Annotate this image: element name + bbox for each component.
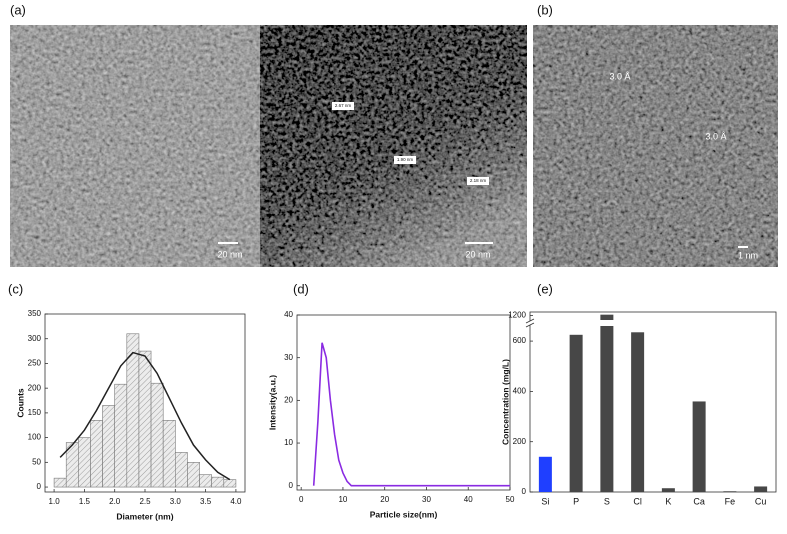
panel-label: (b) (537, 2, 553, 17)
size-label: 2.67 nm (335, 103, 352, 108)
axis-break-mark (525, 322, 535, 328)
bar-segment (600, 314, 614, 320)
x-tick-label: 50 (506, 495, 515, 504)
histogram-bar (162, 420, 176, 488)
histogram-bar (187, 462, 200, 488)
size-label: 1.90 nm (397, 157, 414, 162)
histogram-bar (78, 437, 91, 488)
y-axis-title: Concentration (mg/L) (500, 359, 510, 445)
tem-image-right (260, 25, 527, 267)
hrtem-image (533, 25, 778, 267)
axis-break-mark (525, 318, 535, 324)
label-box (332, 102, 354, 110)
plot-frame (529, 311, 777, 493)
y-tick-label: 50 (32, 457, 41, 466)
bar (754, 486, 768, 492)
fit-curve (59, 351, 231, 481)
y-tick-label: 350 (28, 309, 42, 318)
x-tick-label: S (604, 496, 610, 506)
x-tick-label: 10 (338, 495, 347, 504)
y-tick-label: 400 (513, 387, 527, 396)
y-tick-label: 40 (284, 310, 293, 319)
y-tick-label: 300 (28, 334, 42, 343)
y-tick-label: 0 (289, 481, 294, 490)
y-tick-label: 0 (37, 482, 42, 491)
y-tick-label: 100 (28, 433, 42, 442)
x-tick-label: Si (541, 496, 549, 506)
y-tick-label: 0 (522, 487, 527, 496)
x-tick-label: 3.5 (200, 497, 212, 506)
bar (538, 456, 552, 492)
histogram-bar (223, 479, 237, 488)
y-tick-label: 1200 (508, 311, 526, 320)
x-tick-label: 1.0 (49, 497, 61, 506)
x-tick-label: 1.5 (79, 497, 91, 506)
x-axis-title: Diameter (nm) (116, 511, 173, 521)
x-tick-label: Cu (755, 496, 767, 506)
x-tick-label: 2.5 (139, 497, 151, 506)
x-tick-label: Cl (633, 496, 642, 506)
histogram-bar (90, 420, 103, 488)
scale-label: 20 nm (465, 249, 490, 259)
y-axis-title: Intensity(a.u.) (267, 375, 277, 430)
histogram-bar (114, 383, 128, 488)
line (312, 342, 510, 487)
x-tick-label: 0 (299, 495, 304, 504)
bar (569, 334, 583, 492)
scale-label: 1 nm (738, 250, 758, 260)
bar (600, 314, 614, 492)
y-tick-label: 600 (513, 336, 527, 345)
spacing-label: 3.0 Å (705, 131, 726, 141)
bar (631, 332, 645, 492)
histogram-bar (211, 476, 225, 488)
x-tick-label: 3.0 (170, 497, 182, 506)
x-tick-label: K (665, 496, 671, 506)
x-tick-label: 20 (380, 495, 389, 504)
y-tick-label: 150 (28, 408, 42, 417)
bar (723, 491, 737, 492)
y-axis-title: Counts (15, 388, 25, 418)
histogram-bar (150, 382, 164, 488)
y-tick-label: 10 (284, 438, 293, 447)
spacing-label: 3.0 Å (609, 71, 630, 81)
bar (661, 488, 675, 492)
scale-label: 20 nm (217, 249, 242, 259)
x-tick-label: 4.0 (230, 497, 242, 506)
bar-segment (600, 326, 614, 492)
x-tick-label: 2.0 (109, 497, 121, 506)
tem-image-left (10, 25, 260, 267)
panel-label: (c) (8, 281, 23, 296)
panel-label: (e) (537, 281, 553, 296)
label-box (467, 177, 489, 185)
x-axis-title: Particle size(nm) (370, 509, 438, 519)
y-tick-label: 200 (28, 383, 42, 392)
x-tick-label: 40 (464, 495, 473, 504)
panel-label: (d) (293, 281, 309, 296)
label-box (394, 156, 416, 164)
histogram-bar (53, 477, 67, 488)
y-tick-label: 200 (513, 437, 527, 446)
x-tick-label: Ca (693, 496, 705, 506)
y-tick-label: 20 (284, 395, 293, 404)
histogram-bar (138, 350, 152, 488)
y-tick-label: 30 (284, 353, 293, 362)
x-tick-label: Fe (725, 496, 736, 506)
panel-label: (a) (10, 2, 26, 17)
histogram-bar (199, 474, 212, 488)
histogram-bar (175, 452, 188, 488)
histogram-bar (102, 405, 115, 488)
axis-break-gap (526, 321, 534, 325)
plot-frame (296, 314, 511, 491)
bar (692, 401, 706, 492)
y-tick-label: 250 (28, 359, 42, 368)
x-tick-label: P (573, 496, 579, 506)
size-label: 2.18 nm (470, 178, 487, 183)
x-tick-label: 30 (422, 495, 431, 504)
